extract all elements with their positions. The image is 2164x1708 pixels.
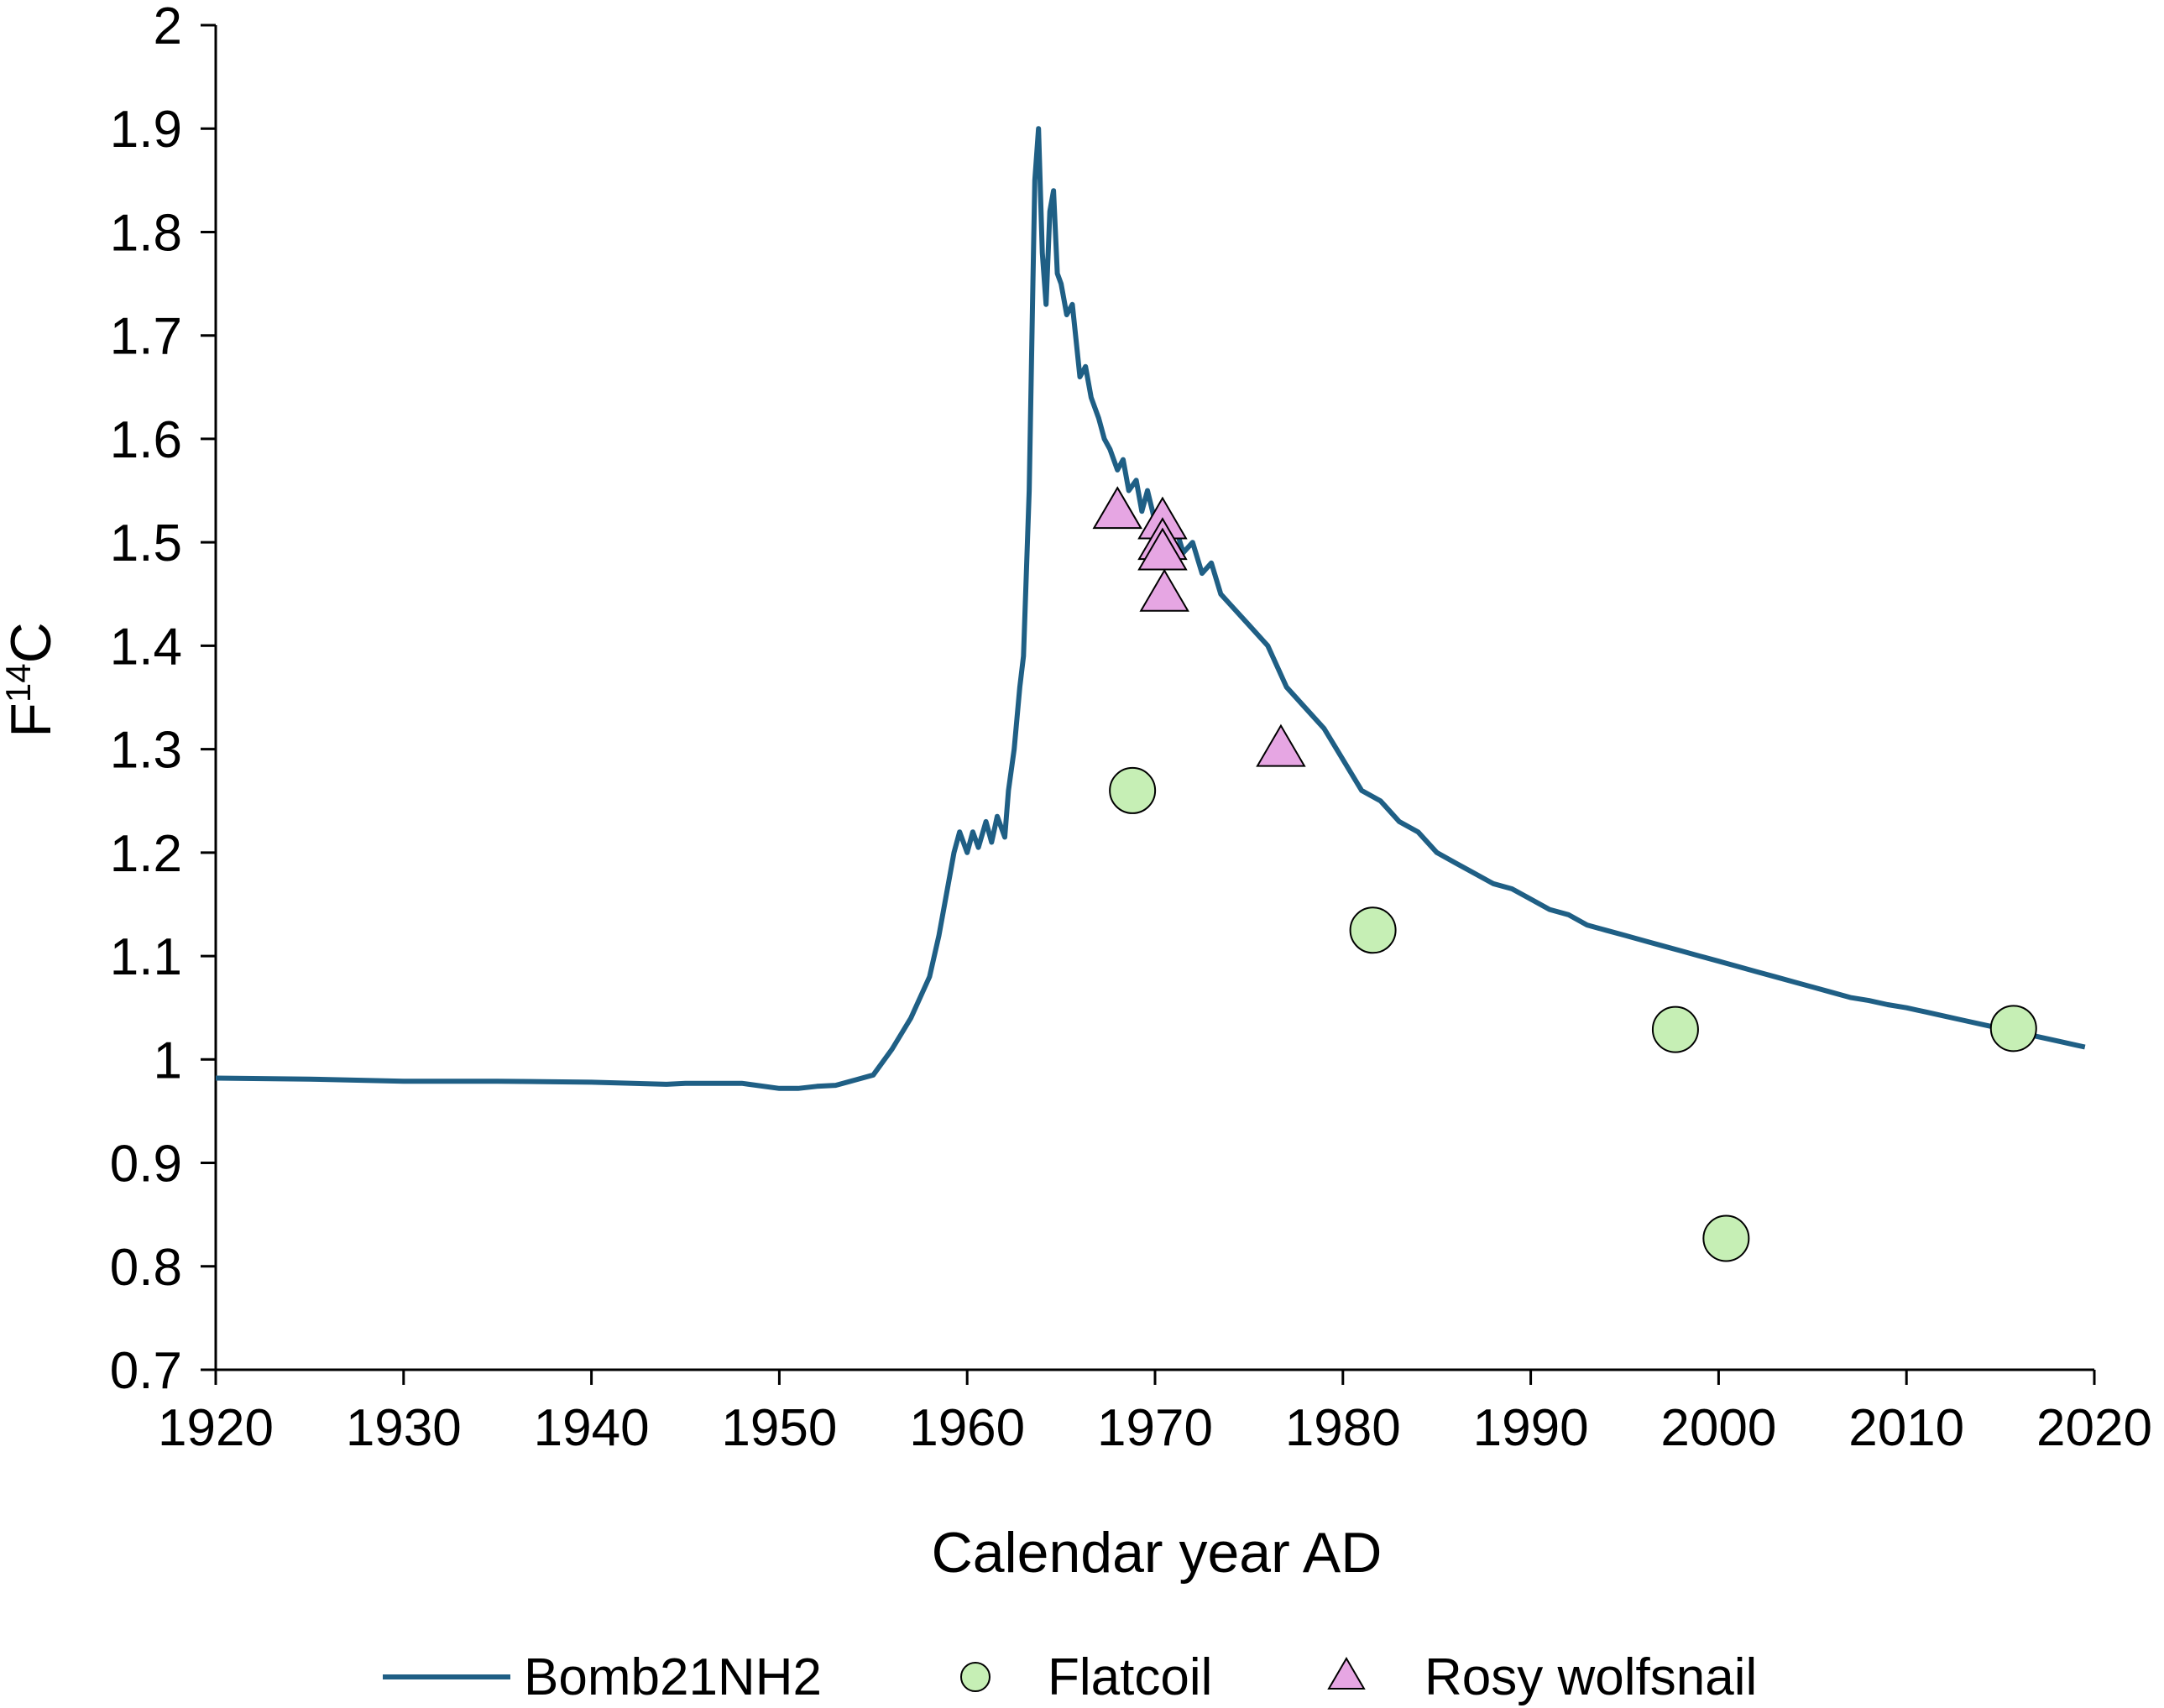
x-tick-label: 1950 <box>721 1399 837 1457</box>
x-tick-label: 1920 <box>158 1399 274 1457</box>
y-axis-title-superscript: 14 <box>0 663 38 703</box>
plot-area <box>215 126 2086 1262</box>
y-tick-label: 1.1 <box>110 928 182 986</box>
x-axis: 1920 1930 1940 1950 1960 1970 1980 1990 2000 2010… <box>158 1368 2152 1457</box>
x-tick-label: 1970 <box>1097 1399 1213 1457</box>
y-tick-label: 1.7 <box>110 308 182 366</box>
x-tick-label: 1940 <box>534 1399 650 1457</box>
flatcoil-point <box>1651 1005 1699 1053</box>
legend-circle-marker <box>960 1662 991 1692</box>
y-tick-label: 2 <box>154 0 182 55</box>
x-tick-label: 1960 <box>909 1399 1025 1457</box>
rosy-wolfsnail-point <box>1092 486 1142 530</box>
rosy-wolfsnail-point <box>1137 527 1188 571</box>
y-tick-label: 1 <box>154 1032 182 1089</box>
flatcoil-point <box>1989 1005 2037 1052</box>
y-tick-label: 1.6 <box>110 411 182 469</box>
x-axis-title: Calendar year AD <box>932 1521 1383 1585</box>
legend: Bomb21NH2 Flatcoil Rosy wolfsnail <box>383 1648 1757 1706</box>
rosy-wolfsnail-point <box>1139 568 1189 612</box>
x-tick-label: 1930 <box>346 1399 462 1457</box>
y-tick-label: 0.7 <box>110 1342 182 1400</box>
y-tick-label: 0.8 <box>110 1239 182 1297</box>
y-axis-title-main: F <box>0 703 63 738</box>
x-tick-label: 2020 <box>2036 1399 2152 1457</box>
y-tick-label: 0.9 <box>110 1136 182 1194</box>
rosy-wolfsnail-point <box>1256 723 1306 767</box>
flatcoil-point <box>1702 1214 1750 1262</box>
x-tick-label: 2010 <box>1848 1399 1964 1457</box>
bomb21nh2-line <box>215 126 2086 1091</box>
y-tick-label: 1.8 <box>110 204 182 262</box>
y-axis-title-suffix: C <box>0 622 63 663</box>
x-tick-label: 1980 <box>1285 1399 1401 1457</box>
flatcoil-point <box>1349 906 1397 954</box>
x-tick-label: 2000 <box>1660 1399 1776 1457</box>
legend-label-flatcoil: Flatcoil <box>1048 1648 1212 1706</box>
flatcoil-point <box>1109 766 1157 814</box>
legend-label-bomb21nh2: Bomb21NH2 <box>524 1648 822 1706</box>
legend-label-rosy-wolfsnail: Rosy wolfsnail <box>1424 1648 1757 1706</box>
y-tick-label: 1.2 <box>110 825 182 883</box>
x-tick-label: 1990 <box>1473 1399 1589 1457</box>
legend-triangle-marker <box>1327 1657 1366 1690</box>
y-axis: 0.7 0.8 0.9 1 1.1 1.2 1.3 1.4 1.5 1.6 1.7 1.8 1.9 2 <box>110 0 217 1400</box>
y-tick-label: 1.3 <box>110 722 182 780</box>
y-tick-label: 1.9 <box>110 101 182 159</box>
y-tick-label: 1.4 <box>110 618 182 676</box>
y-axis-title: F14C <box>0 622 63 737</box>
y-tick-label: 1.5 <box>110 514 182 572</box>
